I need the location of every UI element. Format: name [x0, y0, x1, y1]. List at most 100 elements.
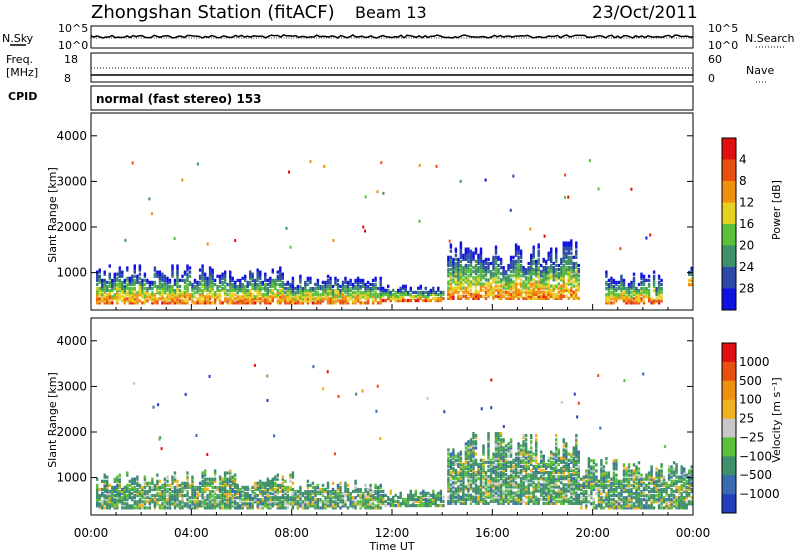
echo-region-0-0 [96, 264, 232, 305]
scatter-echo-1-26 [157, 403, 160, 407]
echo-region-1-5 [580, 457, 693, 510]
colorbar-swatch-1-8 [722, 494, 736, 514]
scatter-echo-1-4 [597, 374, 600, 378]
echo-region-0-5 [605, 270, 663, 305]
scatter-echo-1-1 [490, 406, 493, 410]
scatter-echo-1-16 [664, 445, 667, 449]
colorbar-swatch-0-1 [722, 159, 736, 182]
scatter-echo-1-24 [158, 437, 161, 441]
velocity-panel: 1000 2000 3000 4000 Slant Range [km] 1000 50… [46, 317, 783, 516]
scatter-echo-1-34 [490, 378, 493, 382]
scatter-echo-0-25 [418, 163, 421, 167]
scatter-echo-0-31 [289, 245, 292, 249]
scatter-echo-0-12 [645, 236, 648, 240]
scatter-echo-0-1 [287, 170, 290, 174]
scatter-echo-0-8 [529, 227, 532, 231]
scatter-echo-0-34 [206, 242, 209, 246]
y-tick-label-1-0: 1000 [56, 471, 87, 485]
nave-tick-high: 60 [708, 53, 722, 66]
scatter-echo-1-12 [576, 415, 579, 419]
scatter-echo-0-17 [597, 187, 600, 191]
y-tick-label-0-0: 1000 [56, 266, 87, 280]
scatter-echo-1-18 [570, 452, 573, 456]
colorbar-tick-0-1: 8 [739, 174, 747, 188]
y-tick-label-1-3: 4000 [56, 334, 87, 348]
nsearch-tick-low: 10^0 [708, 39, 738, 52]
x-tick-label-6: 00:00 [676, 526, 711, 540]
cpid-text: normal (fast stereo) 153 [96, 92, 262, 106]
nave-label: Nave [746, 64, 774, 77]
x-tick-label-1: 04:00 [174, 526, 209, 540]
scatter-echo-0-21 [630, 187, 633, 191]
colorbar-tick-1-7: −1000 [739, 487, 780, 501]
noise-panel: N.Sky 10^5 10^0 10^5 10^0 N.Search [2, 22, 795, 52]
scatter-echo-1-14 [253, 363, 256, 367]
scatter-echo-0-37 [196, 162, 199, 166]
echo-region-0-1 [229, 266, 295, 305]
scatter-echo-1-39 [184, 392, 187, 396]
scatter-echo-1-23 [195, 433, 198, 437]
scatter-echo-1-21 [426, 396, 429, 400]
nave-tick-low: 0 [708, 72, 715, 85]
station-title: Zhongshan Station (fitACF) [91, 2, 335, 23]
date-title: 23/Oct/2011 [592, 3, 698, 23]
power-colorbar-label: Power [dB] [770, 180, 783, 240]
y-tick-label-1-1: 2000 [56, 425, 87, 439]
scatter-echo-0-7 [285, 226, 288, 230]
y-tick-label-1-2: 3000 [56, 379, 87, 393]
echo-region-0-4 [447, 239, 580, 300]
scatter-echo-1-38 [152, 405, 155, 409]
scatter-echo-1-13 [573, 392, 576, 396]
scatter-echo-0-22 [484, 178, 487, 182]
scatter-echo-0-20 [376, 190, 379, 194]
x-tick-label-0: 00:00 [74, 526, 109, 540]
colorbar-tick-0-5: 24 [739, 260, 754, 274]
scatter-echo-0-0 [332, 238, 335, 242]
x-tick-label-3: 12:00 [375, 526, 410, 540]
colorbar-tick-0-6: 28 [739, 282, 754, 296]
scatter-echo-1-35 [208, 374, 211, 378]
colorbar-tick-1-4: −25 [739, 430, 764, 444]
scatter-echo-0-36 [564, 195, 567, 199]
scatter-echo-0-38 [567, 195, 570, 199]
scatter-echo-0-27 [512, 174, 515, 178]
scatter-echo-0-19 [588, 159, 591, 163]
scatter-echo-0-6 [649, 233, 652, 237]
scatter-echo-0-5 [173, 237, 176, 241]
colorbar-swatch-1-7 [722, 475, 736, 495]
colorbar-tick-0-2: 12 [739, 196, 754, 210]
scatter-echo-0-18 [150, 212, 153, 216]
power-ylabel: Slant Range [km] [46, 167, 59, 263]
colorbar-swatch-0-0 [722, 138, 736, 160]
power-panel: 1000 2000 3000 4000 Slant Range [km] 4 8 12 16… [46, 112, 783, 311]
scatter-echo-0-23 [619, 247, 622, 251]
y-tick-label-0-1: 2000 [56, 220, 87, 234]
x-tick-label-4: 16:00 [475, 526, 510, 540]
scatter-echo-0-14 [543, 234, 546, 238]
scatter-echo-0-2 [364, 229, 367, 233]
scatter-echo-1-3 [159, 436, 162, 440]
colorbar-tick-0-0: 4 [739, 153, 747, 167]
echo-region-1-0 [96, 469, 232, 510]
colorbar-tick-1-5: −100 [739, 449, 772, 463]
scatter-echo-0-11 [435, 164, 438, 168]
scatter-echo-0-24 [509, 208, 512, 212]
echo-region-1-1 [229, 471, 295, 510]
colorbar-swatch-0-2 [722, 181, 736, 203]
scatter-echo-0-28 [364, 195, 367, 199]
freq-tick-low: 8 [64, 72, 71, 85]
scatter-echo-0-39 [380, 161, 383, 165]
colorbar-swatch-1-1 [722, 361, 736, 382]
scatter-echo-0-29 [131, 161, 134, 165]
velocity-colorbar-label: Velocity [m s⁻¹] [770, 377, 783, 462]
colorbar-swatch-1-6 [722, 456, 736, 476]
scatter-echo-1-27 [577, 401, 580, 405]
scatter-echo-1-30 [502, 425, 505, 429]
scatter-echo-1-20 [480, 407, 483, 411]
colorbar-tick-1-2: 100 [739, 393, 762, 407]
echo-region-0-2 [291, 274, 382, 305]
scatter-echo-1-33 [599, 426, 602, 430]
colorbar-tick-0-3: 16 [739, 217, 754, 231]
x-tick-label-5: 20:00 [575, 526, 610, 540]
colorbar-swatch-0-5 [722, 245, 736, 268]
